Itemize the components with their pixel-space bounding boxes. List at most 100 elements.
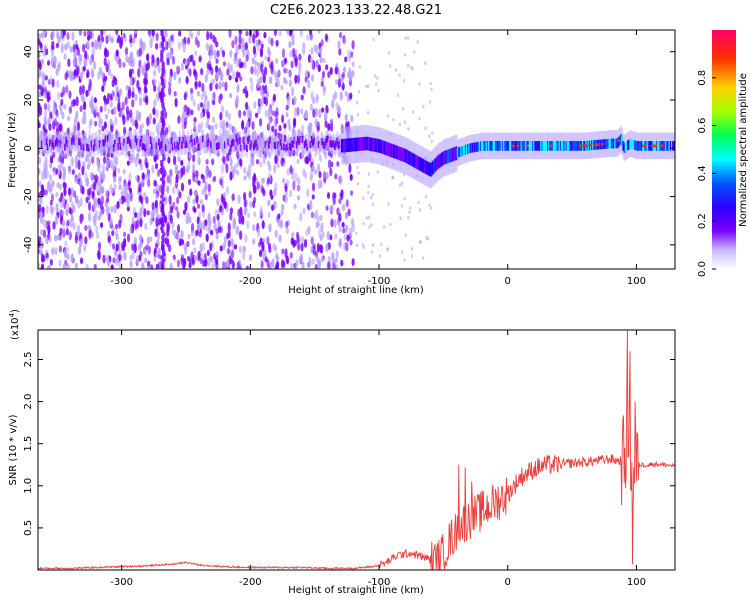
noise-cell: [338, 212, 342, 222]
noise-cell: [229, 207, 234, 215]
noise-cell: [316, 263, 321, 269]
noise-cell: [94, 209, 98, 219]
noise-cell: [388, 64, 392, 68]
noise-cell: [375, 82, 378, 87]
noise-cell: [122, 231, 127, 238]
noise-cell: [105, 35, 109, 44]
noise-cell: [150, 36, 155, 42]
signal-cell: [564, 141, 567, 151]
noise-cell: [245, 54, 249, 62]
noise-cell: [342, 66, 347, 73]
noise-cell: [82, 65, 86, 72]
noise-cell: [139, 217, 143, 228]
streak-cell: [160, 30, 164, 34]
signal-cell: [75, 135, 78, 143]
noise-cell: [270, 194, 274, 200]
noise-cell: [293, 117, 297, 127]
noise-cell: [298, 69, 302, 76]
noise-cell: [81, 130, 85, 136]
noise-cell: [74, 262, 78, 269]
noise-cell: [157, 86, 161, 93]
noise-cell: [205, 233, 209, 243]
noise-cell: [166, 223, 170, 233]
noise-cell: [258, 149, 262, 159]
noise-cell: [165, 41, 169, 51]
noise-cell: [303, 238, 308, 248]
noise-cell: [118, 175, 122, 182]
noise-cell: [331, 252, 335, 260]
noise-cell: [147, 30, 151, 36]
noise-cell: [186, 255, 191, 262]
noise-cell: [251, 158, 255, 167]
noise-cell: [267, 56, 271, 63]
noise-cell: [322, 85, 327, 93]
noise-cell: [330, 218, 334, 228]
noise-cell: [236, 261, 240, 269]
noise-cell: [138, 183, 142, 193]
noise-cell: [77, 159, 81, 171]
noise-cell: [79, 213, 83, 224]
noise-cell: [338, 31, 343, 39]
noise-cell: [67, 187, 72, 197]
noise-cell: [345, 242, 349, 252]
noise-cell: [91, 156, 95, 164]
noise-cell: [206, 249, 210, 257]
signal-cell: [336, 137, 339, 145]
signal-cell: [310, 135, 313, 143]
signal-cell: [632, 139, 635, 150]
noise-cell: [407, 216, 410, 220]
noise-cell: [66, 203, 70, 210]
noise-cell: [104, 75, 108, 82]
snr-x-ticks: -300 -200 -100 0 100: [110, 330, 646, 588]
signal-cell: [95, 137, 98, 145]
noise-cell: [269, 261, 273, 268]
noise-cell: [301, 149, 305, 159]
noise-cell: [47, 103, 51, 112]
signal-cell: [211, 136, 214, 144]
noise-cell: [386, 247, 389, 252]
noise-cell: [264, 84, 268, 95]
noise-cell: [149, 236, 153, 242]
signal-cell: [122, 142, 125, 150]
noise-cell: [175, 174, 179, 184]
noise-cell: [248, 36, 252, 44]
signal-cell: [81, 138, 84, 146]
x-tick-label: -200: [239, 577, 262, 588]
noise-cell: [284, 195, 288, 204]
noise-cell: [39, 43, 43, 51]
noise-cell: [211, 129, 215, 139]
signal-cell: [154, 142, 157, 150]
signal-cell: [171, 143, 174, 151]
signal-cell: [331, 140, 334, 148]
noise-cell: [225, 121, 229, 128]
signal-cell: [368, 137, 371, 151]
noise-cell: [169, 214, 173, 224]
signal-cell: [614, 138, 617, 149]
noise-cell: [203, 185, 207, 195]
noise-cell: [210, 49, 214, 56]
signal-cell: [79, 138, 82, 146]
signal-cell: [630, 139, 633, 149]
noise-cell: [209, 32, 213, 40]
noise-cell: [107, 259, 111, 267]
noise-cell: [41, 257, 45, 263]
noise-cell: [48, 123, 52, 131]
noise-cell: [259, 161, 263, 168]
snr-y-multiplier: (x104): [8, 309, 21, 340]
noise-cell: [73, 58, 77, 66]
signal-cell: [74, 139, 77, 147]
signal-cell: [514, 141, 517, 151]
noise-cell: [107, 68, 112, 76]
signal-cell: [106, 135, 109, 143]
y-tick-label: 20: [23, 94, 34, 107]
signal-cell: [333, 143, 336, 151]
noise-cell: [234, 76, 239, 83]
signal-cell: [418, 156, 421, 171]
noise-cell: [204, 258, 208, 268]
noise-cell: [194, 50, 198, 57]
noise-cell: [320, 256, 324, 262]
noise-cell: [180, 229, 184, 239]
noise-cell: [264, 55, 268, 61]
signal-cell: [639, 141, 642, 151]
signal-cell: [530, 141, 533, 151]
